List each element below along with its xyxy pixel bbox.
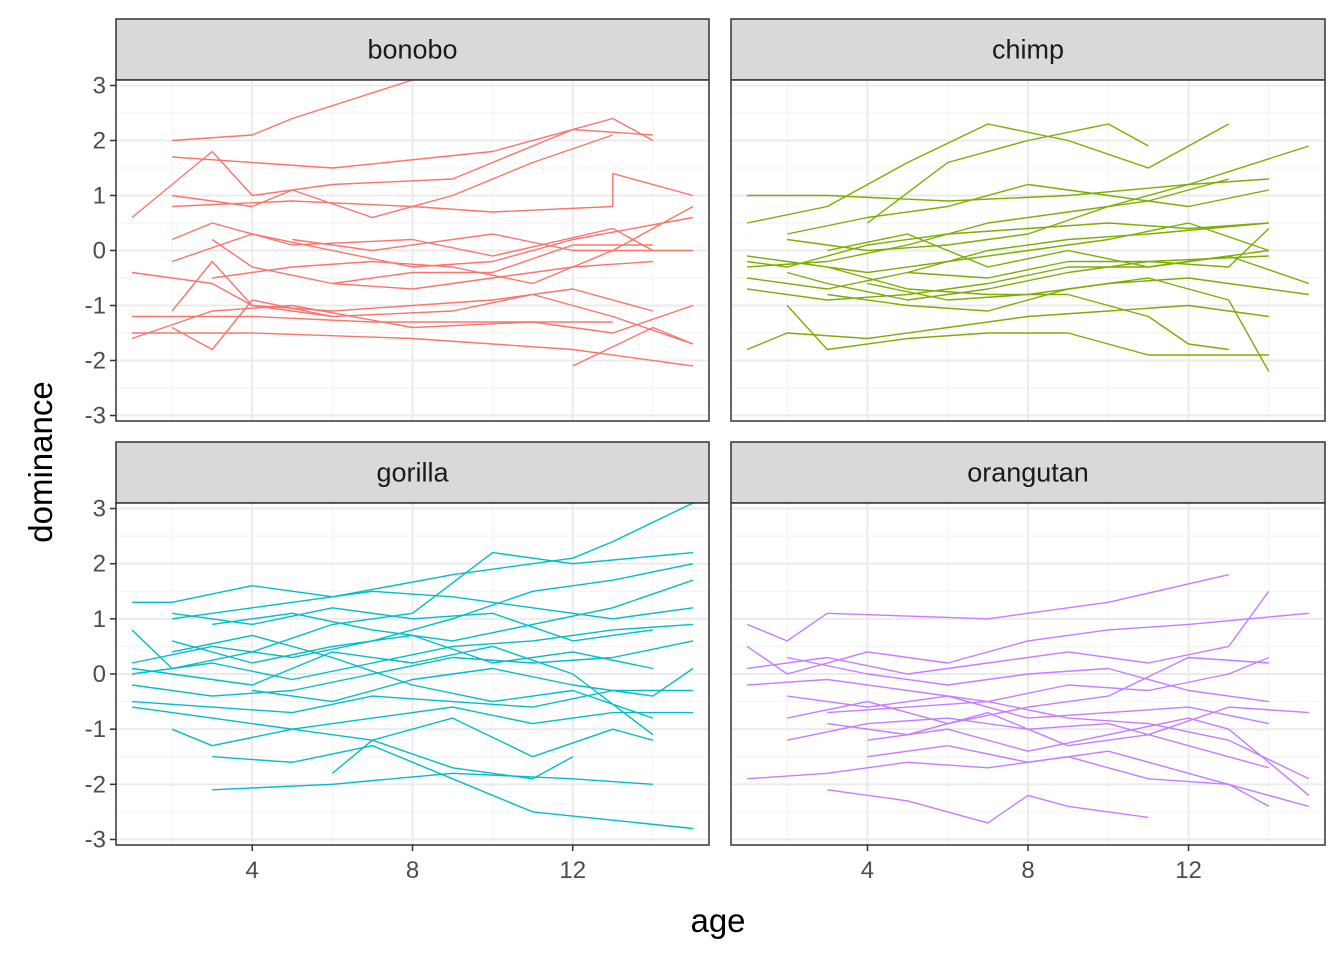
series-line-gorilla-4 xyxy=(131,623,694,681)
facet-panel-gorilla: gorilla 3 2 1 0 -1 -2 -3 4 8 12 xyxy=(85,441,710,884)
facet-panel-chimp: chimp xyxy=(730,18,1326,422)
series-line-gorilla-10 xyxy=(171,717,654,758)
series-line-gorilla-5 xyxy=(131,640,694,697)
series-line-chimp-16 xyxy=(907,227,1270,279)
series-line-gorilla-14 xyxy=(171,634,654,719)
series-line-bonobo-5 xyxy=(172,172,694,213)
x-tick-label: 12 xyxy=(559,857,586,884)
series-line-bonobo-3 xyxy=(172,117,654,169)
series-line-chimp-11 xyxy=(827,266,1229,351)
y-tick-label: 3 xyxy=(93,73,106,100)
facet-strip-label: bonobo xyxy=(367,35,457,65)
y-tick-label: 0 xyxy=(93,238,106,265)
y-tick-label: 1 xyxy=(93,183,106,210)
series-line-chimp-12 xyxy=(867,123,1149,224)
x-tick-label: 4 xyxy=(861,857,874,884)
y-tick-label: 1 xyxy=(93,606,106,633)
facet-strip-label: gorilla xyxy=(376,458,449,488)
series-line-bonobo-11 xyxy=(171,260,694,345)
series-line-gorilla-7 xyxy=(131,706,693,730)
series-line-gorilla-6 xyxy=(131,689,693,714)
series-line-orangutan-10 xyxy=(867,745,1310,808)
series-line-chimp-18 xyxy=(827,277,1270,372)
y-tick-label: -3 xyxy=(85,826,106,853)
series-line-gorilla-17 xyxy=(131,645,654,736)
y-tick-label: 3 xyxy=(93,496,106,523)
series-line-orangutan-2 xyxy=(746,612,1309,675)
panel-border xyxy=(730,79,1326,422)
y-tick-label: 2 xyxy=(93,128,106,155)
series-line-chimp-17 xyxy=(747,222,1270,274)
y-tick-label: -3 xyxy=(85,403,106,430)
series-line-bonobo-10 xyxy=(131,271,654,312)
series-line-orangutan-12 xyxy=(787,656,1269,703)
series-line-bonobo-6 xyxy=(171,222,654,257)
series-line-orangutan-9 xyxy=(827,789,1149,824)
series-line-bonobo-8 xyxy=(211,238,653,285)
series-line-bonobo-18 xyxy=(332,260,653,290)
series-line-bonobo-4 xyxy=(172,134,614,219)
panels-layer: bonobo 3 2 1 0 -1 -2 -3 chimp gorilla 3 2 1 0 -1 -2 -3 4 8… xyxy=(85,18,1326,884)
x-axis-title: age xyxy=(690,902,745,939)
series-line-orangutan-3 xyxy=(747,590,1270,675)
y-tick-label: -2 xyxy=(85,771,106,798)
series-line-gorilla-2 xyxy=(131,551,694,670)
series-line-orangutan-14 xyxy=(787,656,1269,725)
series-line-orangutan-13 xyxy=(867,717,1310,796)
facet-strip-label: orangutan xyxy=(967,458,1089,488)
facet-strip xyxy=(115,18,710,81)
series-line-gorilla-12 xyxy=(212,772,653,791)
x-tick-label: 12 xyxy=(1175,857,1202,884)
series-line-gorilla-8 xyxy=(172,607,653,642)
series-line-bonobo-14 xyxy=(132,332,694,367)
series-line-bonobo-13 xyxy=(131,304,694,340)
series-line-chimp-5 xyxy=(746,304,1269,351)
facet-strip xyxy=(730,441,1326,504)
series-line-bonobo-7 xyxy=(171,216,694,268)
y-axis-title: dominance xyxy=(22,381,59,542)
series-line-gorilla-18 xyxy=(172,590,694,620)
series-line-chimp-10 xyxy=(787,145,1310,252)
facet-strip-label: chimp xyxy=(992,35,1064,65)
series-line-chimp-4 xyxy=(747,222,1269,290)
series-line-gorilla-1 xyxy=(132,502,694,603)
series-line-chimp-1 xyxy=(747,178,1269,202)
series-line-bonobo-15 xyxy=(171,299,333,351)
series-line-orangutan-5 xyxy=(787,695,1269,725)
series-line-chimp-2 xyxy=(746,123,1230,224)
facet-panel-orangutan: orangutan 4 8 12 xyxy=(730,441,1326,884)
series-line-gorilla-16 xyxy=(252,667,694,703)
series-line-bonobo-16 xyxy=(572,326,694,367)
y-tick-label: -1 xyxy=(85,716,106,743)
series-line-gorilla-13 xyxy=(331,739,574,780)
series-line-bonobo-1 xyxy=(172,79,413,142)
series-line-orangutan-1 xyxy=(746,574,1229,642)
x-tick-label: 4 xyxy=(246,857,259,884)
y-tick-label: -2 xyxy=(85,348,106,375)
series-line-chimp-13 xyxy=(827,233,1310,285)
y-tick-label: 0 xyxy=(93,661,106,688)
facet-strip xyxy=(730,18,1326,81)
x-tick-label: 8 xyxy=(1021,857,1034,884)
y-tick-label: -1 xyxy=(85,293,106,320)
series-line-gorilla-3 xyxy=(131,563,694,664)
series-line-orangutan-11 xyxy=(827,700,1310,780)
x-tick-label: 8 xyxy=(406,857,419,884)
series-line-gorilla-11 xyxy=(212,745,694,830)
facet-panel-bonobo: bonobo 3 2 1 0 -1 -2 -3 xyxy=(85,18,710,430)
y-tick-label: 2 xyxy=(93,551,106,578)
series-line-orangutan-4 xyxy=(747,656,1270,703)
series-line-chimp-8 xyxy=(786,305,1269,356)
series-line-bonobo-17 xyxy=(292,233,693,252)
series-line-chimp-14 xyxy=(787,183,1269,235)
series-line-gorilla-15 xyxy=(212,579,694,642)
